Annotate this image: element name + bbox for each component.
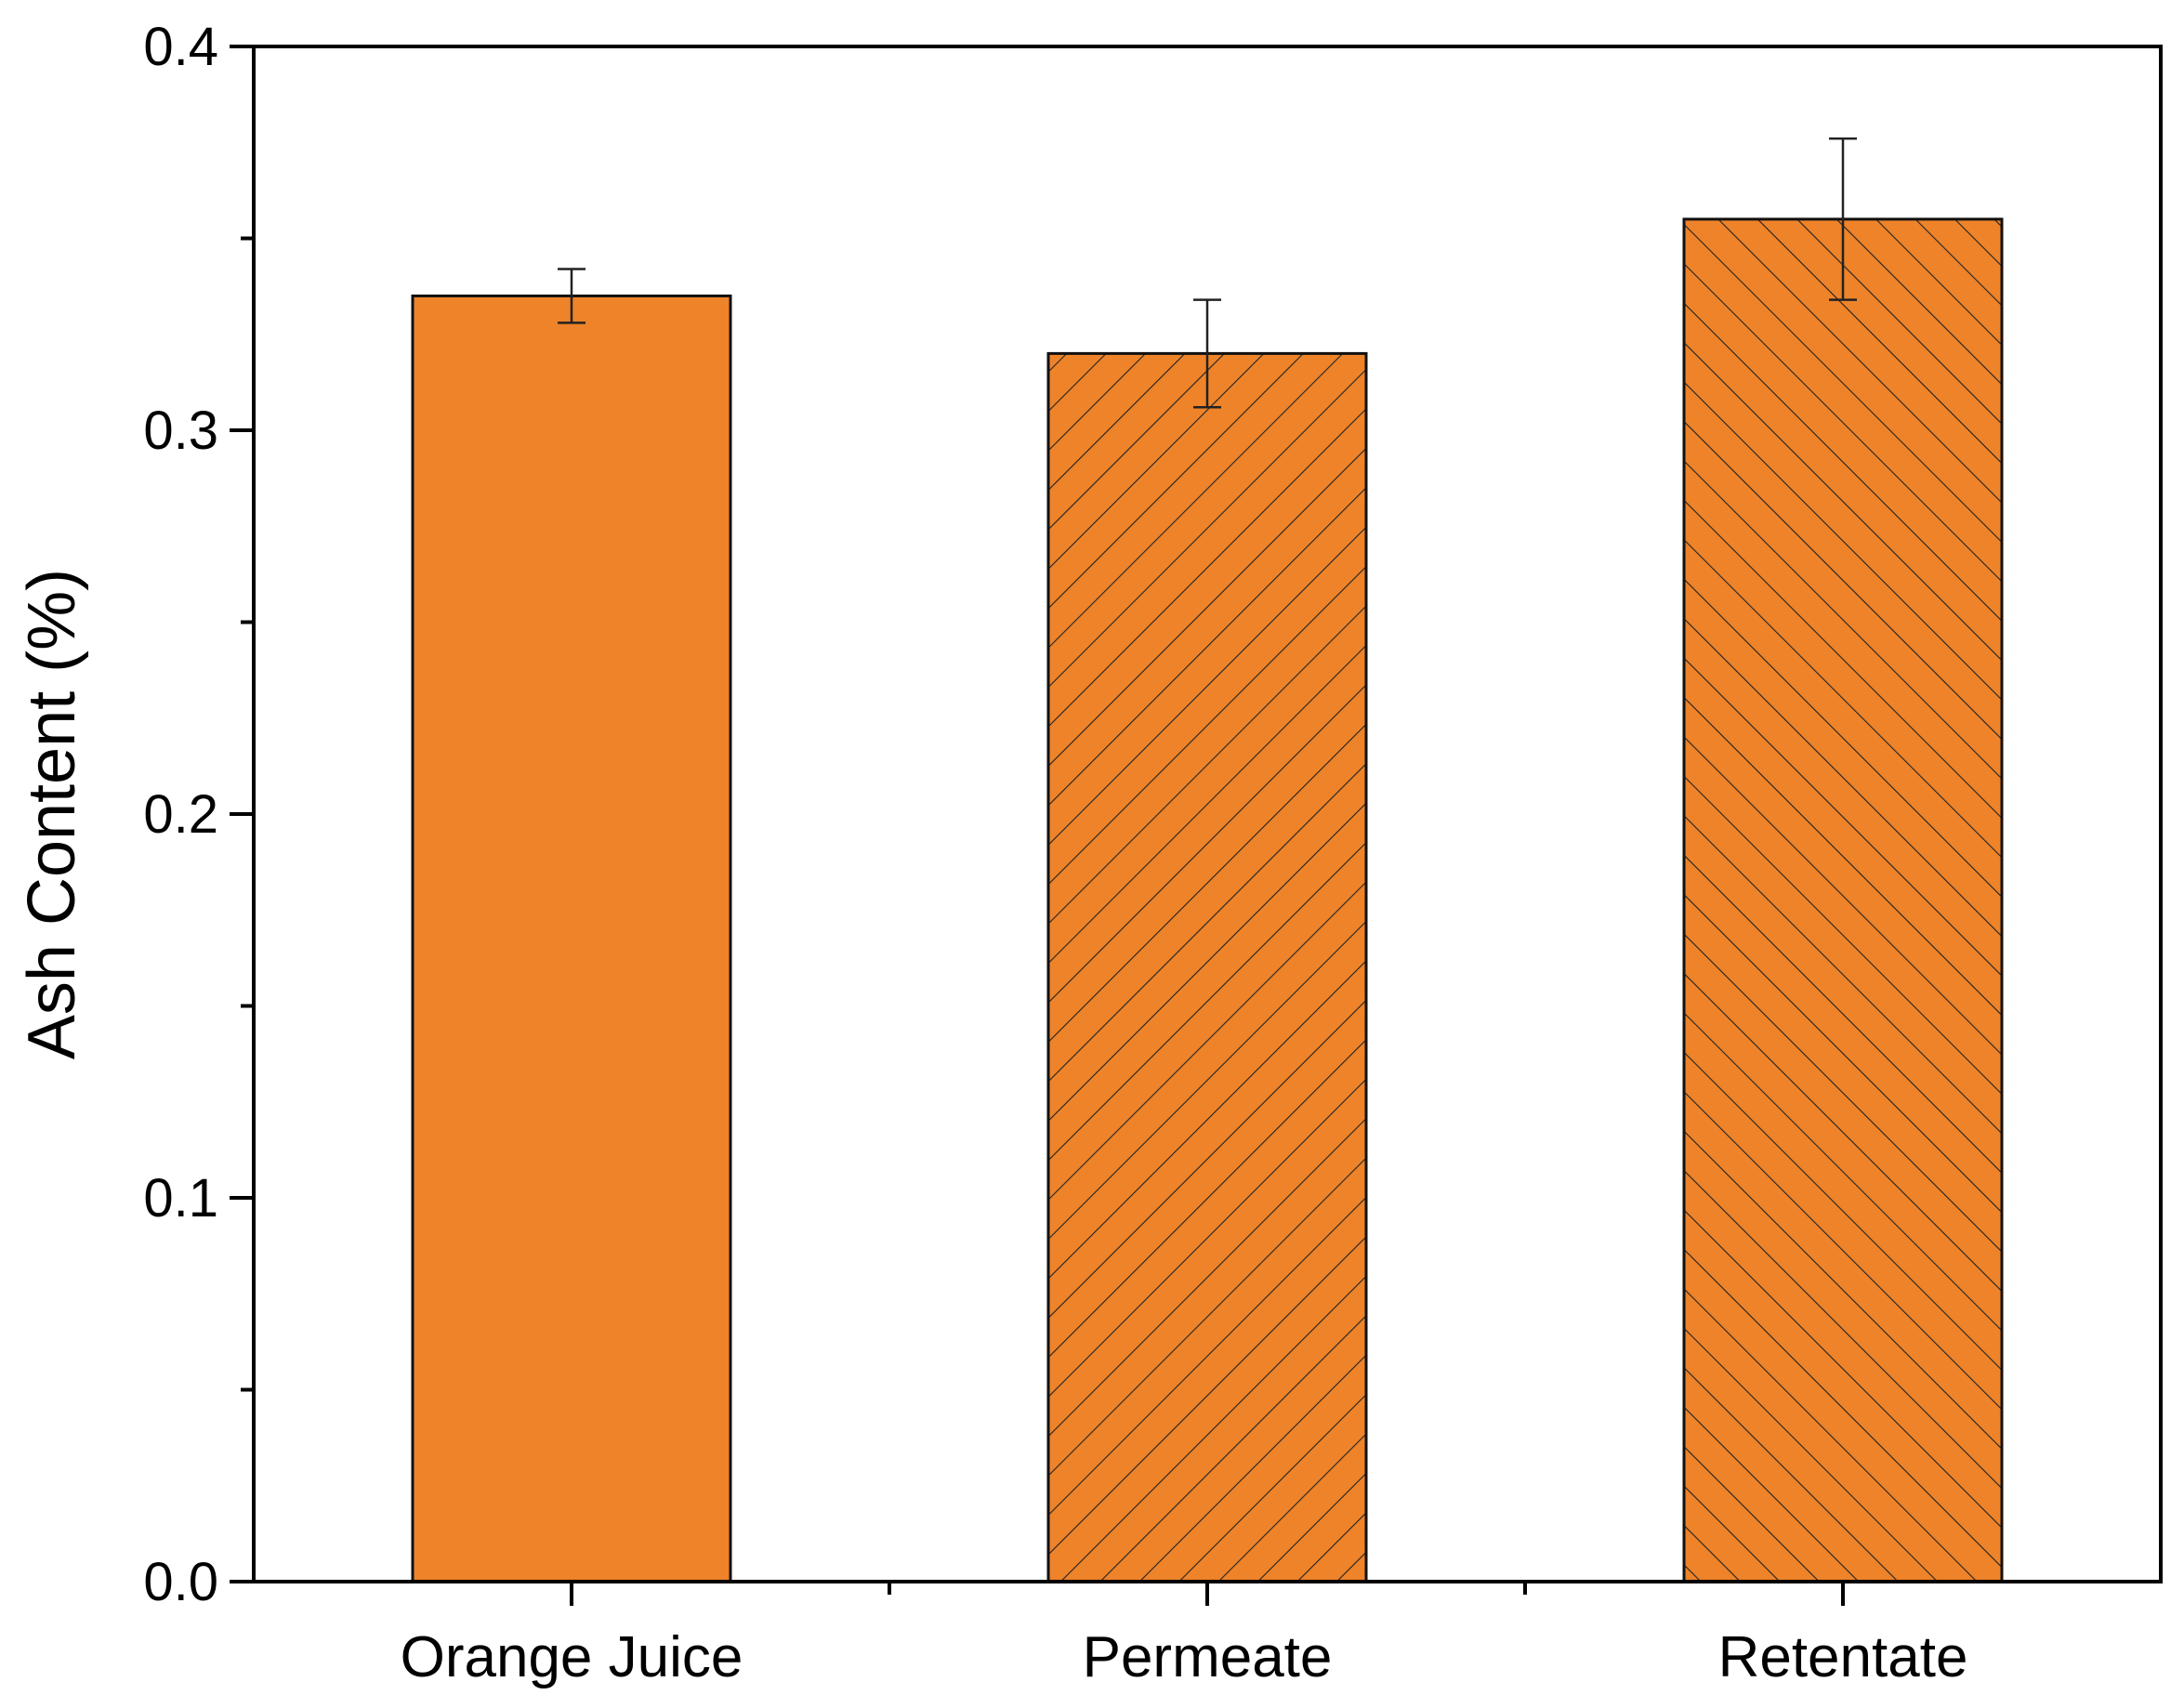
x-tick-label: Retentate [1718, 1625, 1968, 1689]
bar-permeate [1046, 351, 1368, 1583]
y-tick-label: 0.3 [143, 401, 218, 461]
x-tick-label: Permeate [1083, 1625, 1333, 1689]
error-bar-permeate [1193, 298, 1221, 409]
error-bar-orange-juice [558, 268, 585, 324]
error-bars-layer [558, 137, 1857, 409]
y-tick-label: 0.0 [143, 1552, 218, 1612]
x-tick-label: Orange Juice [401, 1625, 743, 1689]
y-tick-label: 0.4 [143, 17, 218, 77]
error-bar-retentate [1829, 137, 1857, 301]
bar-retentate [1682, 217, 2004, 1583]
y-tick-label: 0.2 [143, 784, 218, 845]
y-axis-title: Ash Content (%) [15, 569, 89, 1059]
bar-orange-juice [411, 294, 732, 1583]
bars-layer [411, 217, 2004, 1583]
y-axis: 0.0 0.1 0.2 0.3 0.4 [143, 17, 254, 1612]
x-axis: Orange Juice Permeate Retentate [401, 1582, 1968, 1689]
y-tick-label: 0.1 [143, 1168, 218, 1229]
